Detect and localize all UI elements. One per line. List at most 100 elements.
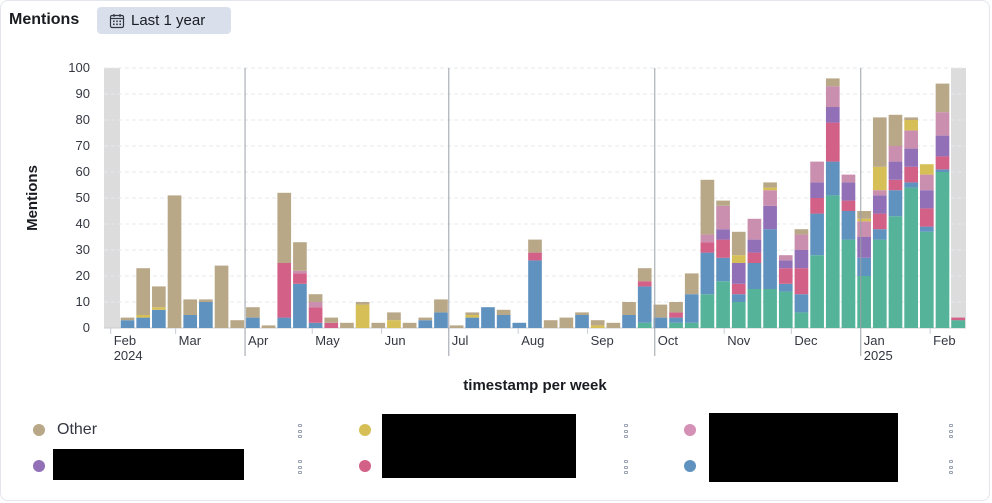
legend-menu-icon[interactable]	[948, 424, 954, 438]
bar-segment-other[interactable]	[559, 317, 574, 328]
bar-segment-purple[interactable]	[841, 182, 856, 201]
bar-segment-blue[interactable]	[919, 226, 934, 232]
bar-segment-other[interactable]	[387, 312, 401, 321]
bar-segment-blue[interactable]	[810, 213, 824, 256]
bar-segment-pink[interactable]	[888, 179, 903, 191]
bar-segment-lightpink[interactable]	[778, 255, 793, 261]
bar-segment-other[interactable]	[575, 312, 589, 315]
bar-segment-other[interactable]	[731, 231, 746, 256]
bar-segment-blue[interactable]	[684, 294, 699, 323]
bar-segment-blue[interactable]	[637, 286, 652, 323]
bar-segment-yellow[interactable]	[355, 304, 370, 328]
bar-segment-purple[interactable]	[794, 250, 809, 269]
bar-segment-pink[interactable]	[747, 252, 762, 263]
bar-segment-blue[interactable]	[872, 229, 887, 240]
bar-segment-pink[interactable]	[904, 166, 918, 183]
bar-segment-blue[interactable]	[700, 252, 715, 295]
bar-segment-other[interactable]	[590, 320, 605, 326]
bar-segment-other[interactable]	[606, 322, 621, 328]
bar-segment-pink[interactable]	[872, 213, 887, 230]
bar-segment-teal[interactable]	[637, 322, 652, 328]
bar-segment-other[interactable]	[183, 299, 198, 315]
bar-segment-other[interactable]	[246, 307, 260, 318]
bar-segment-other[interactable]	[622, 302, 636, 315]
bar-segment-pink[interactable]	[700, 242, 715, 253]
bar-segment-pink[interactable]	[935, 156, 950, 170]
bar-segment-teal[interactable]	[825, 195, 840, 328]
bar-segment-blue[interactable]	[731, 294, 746, 302]
bar-segment-lightpink[interactable]	[857, 221, 871, 237]
bar-segment-blue[interactable]	[308, 322, 323, 328]
bar-segment-purple[interactable]	[731, 263, 746, 284]
bar-segment-lightpink[interactable]	[825, 86, 840, 107]
bar-segment-lightpink[interactable]	[747, 218, 762, 240]
bar-segment-purple[interactable]	[872, 195, 887, 214]
bar-segment-yellow[interactable]	[731, 255, 746, 263]
bar-segment-other[interactable]	[669, 302, 683, 313]
bar-segment-pink[interactable]	[825, 122, 840, 162]
bar-segment-yellow[interactable]	[590, 325, 605, 328]
bar-segment-blue[interactable]	[778, 283, 793, 292]
bar-segment-yellow[interactable]	[136, 315, 151, 318]
bar-segment-other[interactable]	[528, 239, 542, 253]
bar-segment-blue[interactable]	[199, 302, 213, 328]
bar-segment-pink[interactable]	[669, 312, 683, 318]
bar-segment-other[interactable]	[355, 302, 370, 305]
bar-segment-blue[interactable]	[841, 211, 856, 240]
bar-segment-other[interactable]	[152, 286, 166, 308]
bar-segment-lightpink[interactable]	[794, 234, 809, 250]
legend-item-2[interactable]	[359, 417, 383, 443]
bar-segment-other[interactable]	[402, 322, 417, 328]
bar-segment-other[interactable]	[167, 195, 182, 328]
bar-segment-other[interactable]	[637, 268, 652, 282]
bar-segment-other[interactable]	[449, 325, 464, 328]
legend-menu-icon[interactable]	[623, 460, 629, 474]
bar-segment-lightpink[interactable]	[308, 302, 323, 308]
bar-segment-teal[interactable]	[888, 216, 903, 328]
bar-segment-pink[interactable]	[794, 268, 809, 295]
bar-segment-yellow[interactable]	[857, 218, 871, 222]
bar-segment-teal[interactable]	[684, 322, 699, 328]
bar-segment-blue[interactable]	[120, 320, 135, 328]
bar-segment-lightpink[interactable]	[716, 205, 730, 230]
bar-segment-lightpink[interactable]	[872, 190, 887, 196]
bar-segment-blue[interactable]	[277, 317, 292, 328]
bar-segment-teal[interactable]	[778, 291, 793, 328]
bar-segment-purple[interactable]	[888, 161, 903, 180]
bar-segment-other[interactable]	[293, 242, 307, 271]
bar-segment-other[interactable]	[199, 299, 213, 302]
bar-segment-other[interactable]	[340, 322, 354, 328]
bar-segment-lightpink[interactable]	[293, 270, 307, 274]
bar-segment-blue[interactable]	[935, 169, 950, 172]
bar-segment-pink[interactable]	[841, 200, 856, 211]
bar-segment-teal[interactable]	[872, 239, 887, 328]
bar-segment-yellow[interactable]	[152, 307, 166, 310]
bar-segment-purple[interactable]	[763, 205, 777, 230]
bar-segment-blue[interactable]	[481, 307, 495, 328]
bar-segment-other[interactable]	[857, 211, 871, 219]
bar-segment-blue[interactable]	[183, 315, 198, 328]
bar-segment-teal[interactable]	[747, 289, 762, 328]
bar-segment-lightpink[interactable]	[919, 174, 934, 191]
bar-segment-blue[interactable]	[136, 317, 151, 328]
bar-segment-other[interactable]	[261, 325, 276, 328]
bar-segment-purple[interactable]	[778, 260, 793, 269]
legend-menu-icon[interactable]	[297, 460, 303, 474]
legend-menu-icon[interactable]	[623, 424, 629, 438]
bar-segment-pink[interactable]	[919, 208, 934, 227]
bar-segment-purple[interactable]	[919, 190, 934, 209]
bar-segment-other[interactable]	[230, 320, 245, 328]
bar-segment-blue[interactable]	[904, 182, 918, 188]
bar-segment-pink[interactable]	[277, 263, 292, 318]
bar-segment-teal[interactable]	[935, 172, 950, 328]
bar-segment-blue[interactable]	[152, 309, 166, 328]
legend-item-other[interactable]: Other	[33, 417, 97, 443]
bar-segment-yellow[interactable]	[872, 166, 887, 191]
bar-segment-pink[interactable]	[716, 239, 730, 258]
bar-segment-other[interactable]	[371, 322, 386, 328]
bar-segment-pink[interactable]	[528, 252, 542, 261]
bar-segment-blue[interactable]	[418, 320, 433, 328]
bar-segment-other[interactable]	[684, 273, 699, 295]
legend-item-4[interactable]	[33, 453, 57, 479]
bar-segment-other[interactable]	[763, 182, 777, 188]
